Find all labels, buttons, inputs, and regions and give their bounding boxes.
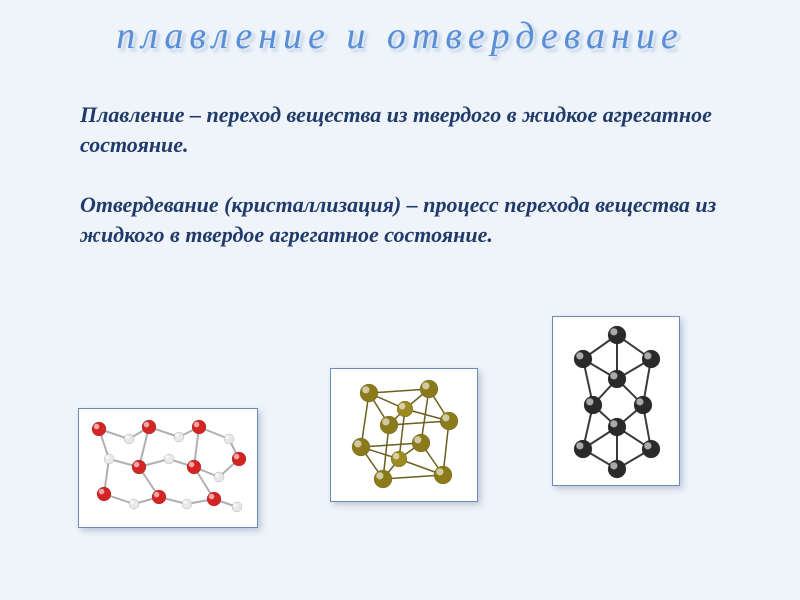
molecule-1-svg bbox=[79, 409, 259, 529]
molecule-3-svg bbox=[553, 317, 681, 487]
molecule-2-svg bbox=[331, 369, 479, 503]
molecule-figure-3 bbox=[552, 316, 680, 486]
molecule-figure-2 bbox=[330, 368, 478, 502]
molecules-row bbox=[0, 330, 800, 570]
page-title: плавление и отвердевание bbox=[0, 0, 800, 58]
definition-melting: Плавление – переход вещества из твердого… bbox=[80, 100, 720, 159]
definition-solidification: Отвердевание (кристаллизация) – процесс … bbox=[80, 190, 730, 249]
molecule-figure-1 bbox=[78, 408, 258, 528]
